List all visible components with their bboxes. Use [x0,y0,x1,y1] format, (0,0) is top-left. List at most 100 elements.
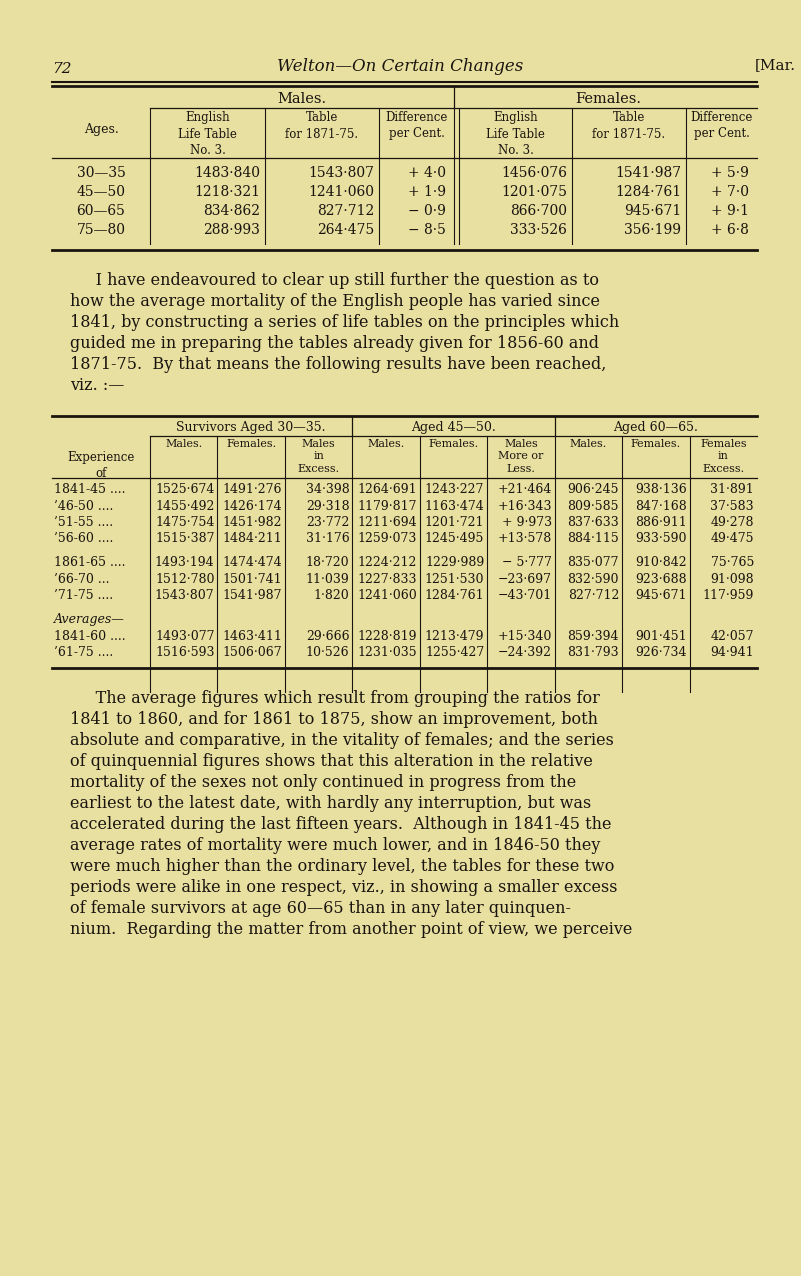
Text: 938·136: 938·136 [635,484,686,496]
Text: 827·712: 827·712 [568,590,619,602]
Text: 1227·833: 1227·833 [357,573,417,586]
Text: 1491·276: 1491·276 [223,484,282,496]
Text: Table
for 1871-75.: Table for 1871-75. [285,111,359,140]
Text: 75·765: 75·765 [710,556,754,569]
Text: 333·526: 333·526 [510,223,567,237]
Text: 1241·060: 1241·060 [308,185,374,199]
Text: 1484·211: 1484·211 [222,532,282,546]
Text: 10·526: 10·526 [306,647,349,660]
Text: 1475·754: 1475·754 [155,516,215,530]
Text: absolute and comparative, in the vitality of females; and the series: absolute and comparative, in the vitalit… [70,732,614,749]
Text: + 4·0: + 4·0 [408,166,446,180]
Text: 1463·411: 1463·411 [222,630,282,643]
Text: Aged 45—50.: Aged 45—50. [411,421,496,434]
Text: Experience
of: Experience of [67,450,135,480]
Text: 31·891: 31·891 [710,484,754,496]
Text: 1516·593: 1516·593 [155,647,215,660]
Text: 1245·495: 1245·495 [425,532,485,546]
Text: 1284·761: 1284·761 [425,590,485,602]
Text: 1541·987: 1541·987 [223,590,282,602]
Text: 1241·060: 1241·060 [357,590,417,602]
Text: 1228·819: 1228·819 [357,630,417,643]
Text: 923·688: 923·688 [635,573,686,586]
Text: +16·343: +16·343 [497,499,552,513]
Text: of quinquennial figures shows that this alteration in the relative: of quinquennial figures shows that this … [70,753,593,769]
Text: −23·697: −23·697 [497,573,552,586]
Text: + 7·0: + 7·0 [711,185,749,199]
Text: 827·712: 827·712 [316,204,374,218]
Text: were much higher than the ordinary level, the tables for these two: were much higher than the ordinary level… [70,857,614,875]
Text: ’66-70 ...: ’66-70 ... [54,573,110,586]
Text: 49·475: 49·475 [710,532,754,546]
Text: 29·318: 29·318 [306,499,349,513]
Text: 23·772: 23·772 [306,516,349,530]
Text: 34·398: 34·398 [306,484,349,496]
Text: 49·278: 49·278 [710,516,754,530]
Text: The average figures which result from grouping the ratios for: The average figures which result from gr… [70,690,600,707]
Text: 1512·780: 1512·780 [155,573,215,586]
Text: 1218·321: 1218·321 [194,185,260,199]
Text: 31·176: 31·176 [306,532,349,546]
Text: 906·245: 906·245 [568,484,619,496]
Text: 1284·761: 1284·761 [615,185,681,199]
Text: + 6·8: + 6·8 [711,223,749,237]
Text: 75—80: 75—80 [77,223,126,237]
Text: 1451·982: 1451·982 [223,516,282,530]
Text: Aged 60—65.: Aged 60—65. [614,421,698,434]
Text: 91·098: 91·098 [710,573,754,586]
Text: 1515·387: 1515·387 [155,532,215,546]
Text: 1·820: 1·820 [313,590,349,602]
Text: 832·590: 832·590 [568,573,619,586]
Text: 1541·987: 1541·987 [615,166,681,180]
Text: 1255·427: 1255·427 [425,647,485,660]
Text: [Mar.: [Mar. [755,57,796,71]
Text: 1501·741: 1501·741 [222,573,282,586]
Text: ’51-55 ....: ’51-55 .... [54,516,113,530]
Text: 60—65: 60—65 [77,204,126,218]
Text: 1259·073: 1259·073 [357,532,417,546]
Text: 847·168: 847·168 [635,499,686,513]
Text: 945·671: 945·671 [635,590,686,602]
Text: − 0·9: − 0·9 [409,204,446,218]
Text: + 1·9: + 1·9 [408,185,446,199]
Text: English
Life Table
No. 3.: English Life Table No. 3. [486,111,545,157]
Text: Males
More or
Less.: Males More or Less. [498,439,544,473]
Text: 94·941: 94·941 [710,647,754,660]
Text: 926·734: 926·734 [635,647,686,660]
Text: 1224·212: 1224·212 [357,556,417,569]
Text: 1243·227: 1243·227 [425,484,485,496]
Text: +13·578: +13·578 [497,532,552,546]
Text: 72: 72 [52,63,71,77]
Text: English
Life Table
No. 3.: English Life Table No. 3. [178,111,237,157]
Text: 288·993: 288·993 [203,223,260,237]
Text: 886·911: 886·911 [635,516,686,530]
Text: 1493·077: 1493·077 [155,630,215,643]
Text: 1426·174: 1426·174 [222,499,282,513]
Text: 1213·479: 1213·479 [425,630,485,643]
Text: ’71-75 ....: ’71-75 .... [54,590,113,602]
Text: 1474·474: 1474·474 [222,556,282,569]
Text: 831·793: 831·793 [567,647,619,660]
Text: Males.: Males. [165,439,203,449]
Text: 910·842: 910·842 [635,556,686,569]
Text: 1201·075: 1201·075 [501,185,567,199]
Text: 1506·067: 1506·067 [222,647,282,660]
Text: 1493·194: 1493·194 [155,556,215,569]
Text: Averages—: Averages— [54,614,125,627]
Text: 1871-75.  By that means the following results have been reached,: 1871-75. By that means the following res… [70,356,606,373]
Text: 1543·807: 1543·807 [308,166,374,180]
Text: 37·583: 37·583 [710,499,754,513]
Text: Table
for 1871-75.: Table for 1871-75. [593,111,666,140]
Text: 356·199: 356·199 [624,223,681,237]
Text: 1841-45 ....: 1841-45 .... [54,484,126,496]
Text: 866·700: 866·700 [510,204,567,218]
Text: average rates of mortality were much lower, and in 1846-50 they: average rates of mortality were much low… [70,837,601,854]
Text: viz. :—: viz. :— [70,376,124,394]
Text: Welton—On Certain Changes: Welton—On Certain Changes [277,57,523,75]
Text: Survivors Aged 30—35.: Survivors Aged 30—35. [176,421,326,434]
Text: 1229·989: 1229·989 [425,556,485,569]
Text: Females.: Females. [630,439,681,449]
Text: 1525·674: 1525·674 [155,484,215,496]
Text: accelerated during the last fifteen years.  Although in 1841-45 the: accelerated during the last fifteen year… [70,815,611,833]
Text: − 5·777: − 5·777 [501,556,552,569]
